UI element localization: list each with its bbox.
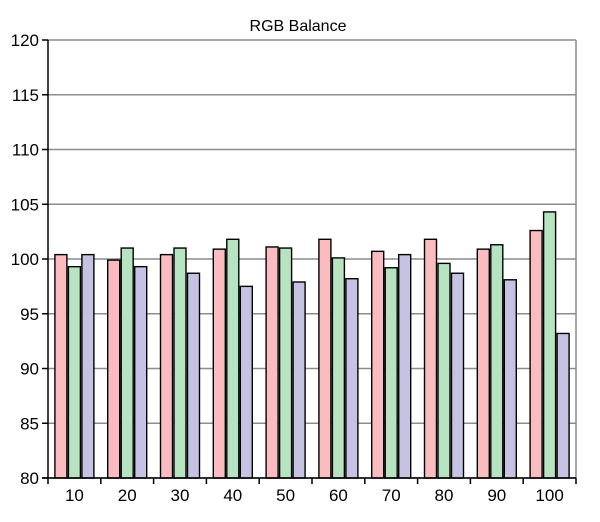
x-tick-labels: 10 20 30 40 50 60 70 80 90 100 bbox=[65, 486, 564, 505]
bar-series-2-90 bbox=[490, 244, 504, 479]
bar-series-1-70 bbox=[371, 250, 385, 479]
bar-series-1-30 bbox=[159, 253, 174, 479]
bars bbox=[54, 211, 570, 479]
bar-series-3-70 bbox=[398, 253, 412, 479]
axes bbox=[42, 39, 577, 484]
bar-series-3-50 bbox=[292, 281, 306, 479]
bar-series-3-10 bbox=[81, 253, 95, 479]
x-tick-label-100: 100 bbox=[535, 486, 563, 505]
y-tick-label-100: 100 bbox=[11, 250, 39, 269]
y-tick-label-85: 85 bbox=[20, 414, 39, 433]
x-tick-label-30: 30 bbox=[171, 486, 190, 505]
bar-series-2-10 bbox=[67, 265, 82, 479]
bar-series-1-40 bbox=[212, 248, 227, 479]
x-tick-label-90: 90 bbox=[487, 486, 506, 505]
chart-title: RGB Balance bbox=[250, 18, 347, 35]
bar-series-1-50 bbox=[265, 246, 279, 479]
bar-series-2-100 bbox=[542, 211, 557, 479]
y-tick-label-105: 105 bbox=[11, 195, 39, 214]
bar-series-3-60 bbox=[345, 278, 359, 479]
y-tick-label-80: 80 bbox=[20, 469, 39, 488]
bar-series-1-100 bbox=[529, 229, 543, 479]
x-tick-label-10: 10 bbox=[65, 486, 84, 505]
y-tick-labels: 80 85 90 95 100 105 110 115 120 bbox=[11, 31, 39, 488]
bar-series-2-60 bbox=[331, 257, 346, 479]
bar-series-2-70 bbox=[384, 267, 398, 479]
x-tick-label-60: 60 bbox=[329, 486, 348, 505]
y-tick-label-90: 90 bbox=[20, 360, 39, 379]
y-tick-label-115: 115 bbox=[12, 86, 39, 105]
bar-series-2-40 bbox=[226, 238, 240, 479]
bar-series-3-80 bbox=[450, 272, 465, 479]
bar-series-3-20 bbox=[133, 265, 148, 479]
bar-series-3-30 bbox=[186, 272, 201, 479]
bar-series-2-50 bbox=[278, 247, 293, 479]
bar-series-3-40 bbox=[239, 285, 254, 479]
bar-series-3-100 bbox=[556, 332, 570, 479]
x-tick-label-20: 20 bbox=[118, 486, 137, 505]
bar-series-1-80 bbox=[423, 238, 438, 479]
x-tick-label-40: 40 bbox=[223, 486, 242, 505]
bar-series-3-90 bbox=[503, 279, 517, 479]
bar-series-2-20 bbox=[120, 247, 134, 479]
x-tick-label-80: 80 bbox=[435, 486, 454, 505]
bar-series-2-30 bbox=[173, 247, 187, 479]
y-tick-label-95: 95 bbox=[20, 305, 39, 324]
bar-series-1-10 bbox=[54, 253, 68, 479]
bar-series-1-90 bbox=[476, 248, 490, 479]
bar-series-2-80 bbox=[437, 262, 451, 479]
x-tick-label-70: 70 bbox=[382, 486, 401, 505]
y-tick-label-120: 120 bbox=[11, 31, 39, 50]
bar-series-1-20 bbox=[106, 259, 121, 479]
bar-series-1-60 bbox=[318, 238, 332, 479]
y-tick-label-110: 110 bbox=[12, 141, 39, 160]
x-tick-label-50: 50 bbox=[276, 486, 295, 505]
